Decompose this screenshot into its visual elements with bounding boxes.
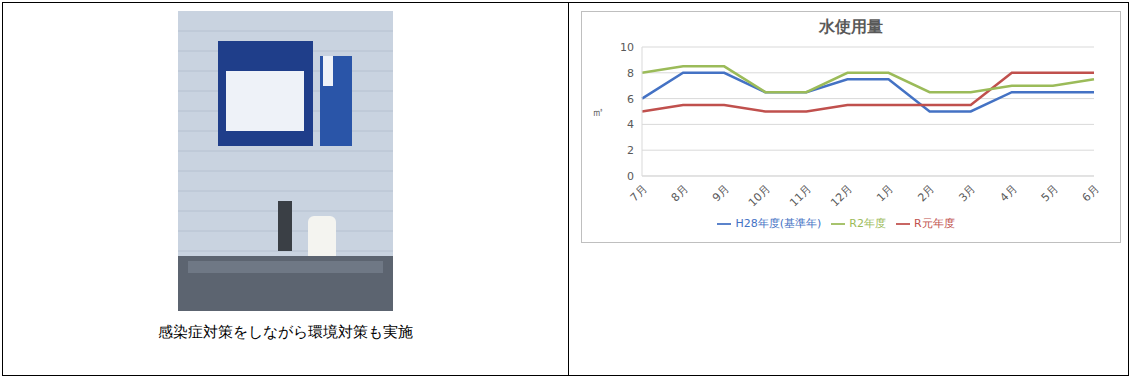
svg-text:㎥: ㎥ — [592, 105, 604, 119]
svg-text:0: 0 — [627, 170, 634, 183]
svg-text:4: 4 — [627, 118, 634, 131]
svg-text:6月: 6月 — [1080, 182, 1102, 204]
html-text:感染症対策をしながら環境対策も実施: 感染症対策をしながら環境対策も実施 — [158, 323, 413, 341]
svg-text:7月: 7月 — [628, 182, 650, 204]
html-text:R2年度: R2年度 — [849, 217, 886, 230]
svg-text:9月: 9月 — [710, 182, 732, 204]
svg-text:11月: 11月 — [787, 182, 814, 209]
svg-text:12月: 12月 — [828, 182, 855, 209]
svg-text:4月: 4月 — [998, 182, 1020, 204]
html-text:水使用量: 水使用量 — [819, 17, 883, 36]
svg-text:8月: 8月 — [669, 182, 691, 204]
svg-text:5月: 5月 — [1039, 182, 1061, 204]
svg-text:10月: 10月 — [746, 182, 773, 209]
svg-text:1月: 1月 — [874, 182, 896, 204]
svg-text:2月: 2月 — [915, 182, 937, 204]
svg-text:8: 8 — [627, 67, 634, 80]
svg-text:10: 10 — [620, 42, 634, 54]
svg-text:3月: 3月 — [956, 182, 978, 204]
html-text:R元年度: R元年度 — [913, 217, 955, 230]
svg-text:6: 6 — [627, 93, 634, 106]
html-text:H28年度(基準年): H28年度(基準年) — [735, 217, 822, 230]
svg-text:2: 2 — [627, 144, 634, 157]
